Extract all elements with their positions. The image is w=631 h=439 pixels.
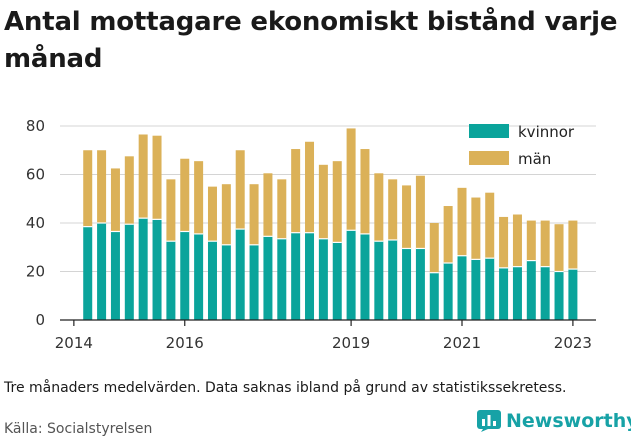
bar-man bbox=[540, 220, 550, 267]
bar-kvinnor bbox=[138, 218, 148, 320]
bar-kvinnor bbox=[485, 258, 495, 320]
bar-kvinnor bbox=[415, 248, 425, 320]
bar-man bbox=[83, 150, 93, 227]
y-tick-label: 20 bbox=[26, 263, 45, 281]
bar-kvinnor bbox=[457, 255, 467, 320]
legend-label-kvinnor: kvinnor bbox=[518, 123, 575, 141]
bar-man bbox=[429, 223, 439, 273]
source-text: Källa: Socialstyrelsen bbox=[4, 421, 153, 437]
bar-man bbox=[291, 149, 301, 233]
bar-kvinnor bbox=[235, 229, 245, 320]
bar-man bbox=[568, 220, 578, 270]
bar-kvinnor bbox=[554, 271, 564, 320]
bar-kvinnor bbox=[374, 241, 384, 320]
bar-man bbox=[554, 224, 564, 272]
bar-man bbox=[443, 206, 453, 264]
bar-man bbox=[180, 158, 190, 232]
bar-man bbox=[457, 187, 467, 256]
y-tick-label: 80 bbox=[26, 117, 45, 135]
bar-man bbox=[499, 216, 509, 268]
bar-kvinnor bbox=[499, 267, 509, 320]
y-tick-label: 0 bbox=[35, 311, 45, 329]
bar-kvinnor bbox=[429, 272, 439, 320]
bars bbox=[83, 128, 578, 320]
y-tick-label: 60 bbox=[26, 166, 45, 184]
bar-kvinnor bbox=[360, 233, 370, 320]
bar-man bbox=[277, 179, 287, 239]
bar-man bbox=[512, 214, 522, 267]
newsworthy-logo[interactable]: Newsworthy bbox=[477, 410, 631, 432]
legend-swatch-kvinnor bbox=[469, 124, 509, 138]
bar-kvinnor bbox=[166, 241, 176, 320]
brand-name: Newsworthy bbox=[506, 410, 631, 432]
bar-kvinnor bbox=[526, 260, 536, 320]
bar-chart-logo-icon bbox=[477, 410, 501, 432]
bar-kvinnor bbox=[277, 238, 287, 320]
bar-kvinnor bbox=[512, 266, 522, 320]
bar-man bbox=[194, 161, 204, 234]
bar-man bbox=[97, 150, 107, 223]
legend-label-man: män bbox=[518, 150, 551, 168]
bar-kvinnor bbox=[443, 263, 453, 320]
bar-man bbox=[110, 168, 120, 232]
bar-man bbox=[318, 164, 328, 239]
chart-title: Antal mottagare ekonomiskt bistånd varje… bbox=[4, 7, 618, 74]
bar-kvinnor bbox=[83, 226, 93, 320]
bar-man bbox=[152, 135, 162, 220]
bar-kvinnor bbox=[346, 230, 356, 320]
bar-man bbox=[305, 141, 315, 233]
bar-kvinnor bbox=[318, 238, 328, 320]
bar-kvinnor bbox=[249, 244, 259, 320]
bar-kvinnor bbox=[291, 232, 301, 320]
bar-kvinnor bbox=[180, 231, 190, 320]
x-tick-label: 2019 bbox=[332, 334, 370, 352]
bar-man bbox=[124, 156, 134, 225]
bar-kvinnor bbox=[388, 239, 398, 320]
bar-kvinnor bbox=[471, 259, 481, 320]
bar-kvinnor bbox=[540, 266, 550, 320]
axes: 0 20 40 60 80 2014 2016 2019 2021 2023 bbox=[26, 117, 596, 352]
bar-man bbox=[332, 161, 342, 243]
bar-man bbox=[388, 179, 398, 240]
bar-man bbox=[221, 184, 231, 245]
bar-man bbox=[526, 220, 536, 261]
bar-kvinnor bbox=[110, 231, 120, 320]
bar-kvinnor bbox=[124, 224, 134, 320]
bar-man bbox=[263, 173, 273, 237]
x-tick-label: 2016 bbox=[166, 334, 204, 352]
x-tick-label: 2023 bbox=[554, 334, 592, 352]
bar-man bbox=[415, 175, 425, 249]
bar-kvinnor bbox=[305, 232, 315, 320]
footnote: Tre månaders medelvärden. Data saknas ib… bbox=[4, 380, 567, 396]
legend-swatch-man bbox=[469, 151, 509, 165]
y-tick-label: 40 bbox=[26, 214, 45, 232]
bar-man bbox=[249, 184, 259, 245]
bar-kvinnor bbox=[568, 269, 578, 320]
bar-man bbox=[346, 128, 356, 231]
bar-man bbox=[374, 173, 384, 242]
legend: kvinnor män bbox=[469, 123, 575, 168]
bar-man bbox=[166, 179, 176, 242]
bar-kvinnor bbox=[263, 236, 273, 320]
bar-man bbox=[207, 186, 217, 242]
bar-man bbox=[485, 192, 495, 259]
bar-kvinnor bbox=[332, 242, 342, 320]
bar-man bbox=[360, 149, 370, 234]
bar-man bbox=[402, 185, 412, 249]
bar-kvinnor bbox=[221, 244, 231, 320]
x-tick-label: 2014 bbox=[55, 334, 93, 352]
bar-man bbox=[235, 150, 245, 230]
bar-kvinnor bbox=[97, 223, 107, 320]
bar-man bbox=[471, 197, 481, 260]
bar-kvinnor bbox=[152, 219, 162, 320]
bar-kvinnor bbox=[207, 241, 217, 320]
x-tick-label: 2021 bbox=[443, 334, 481, 352]
bar-kvinnor bbox=[194, 233, 204, 320]
bar-man bbox=[138, 134, 148, 219]
bar-kvinnor bbox=[402, 248, 412, 320]
